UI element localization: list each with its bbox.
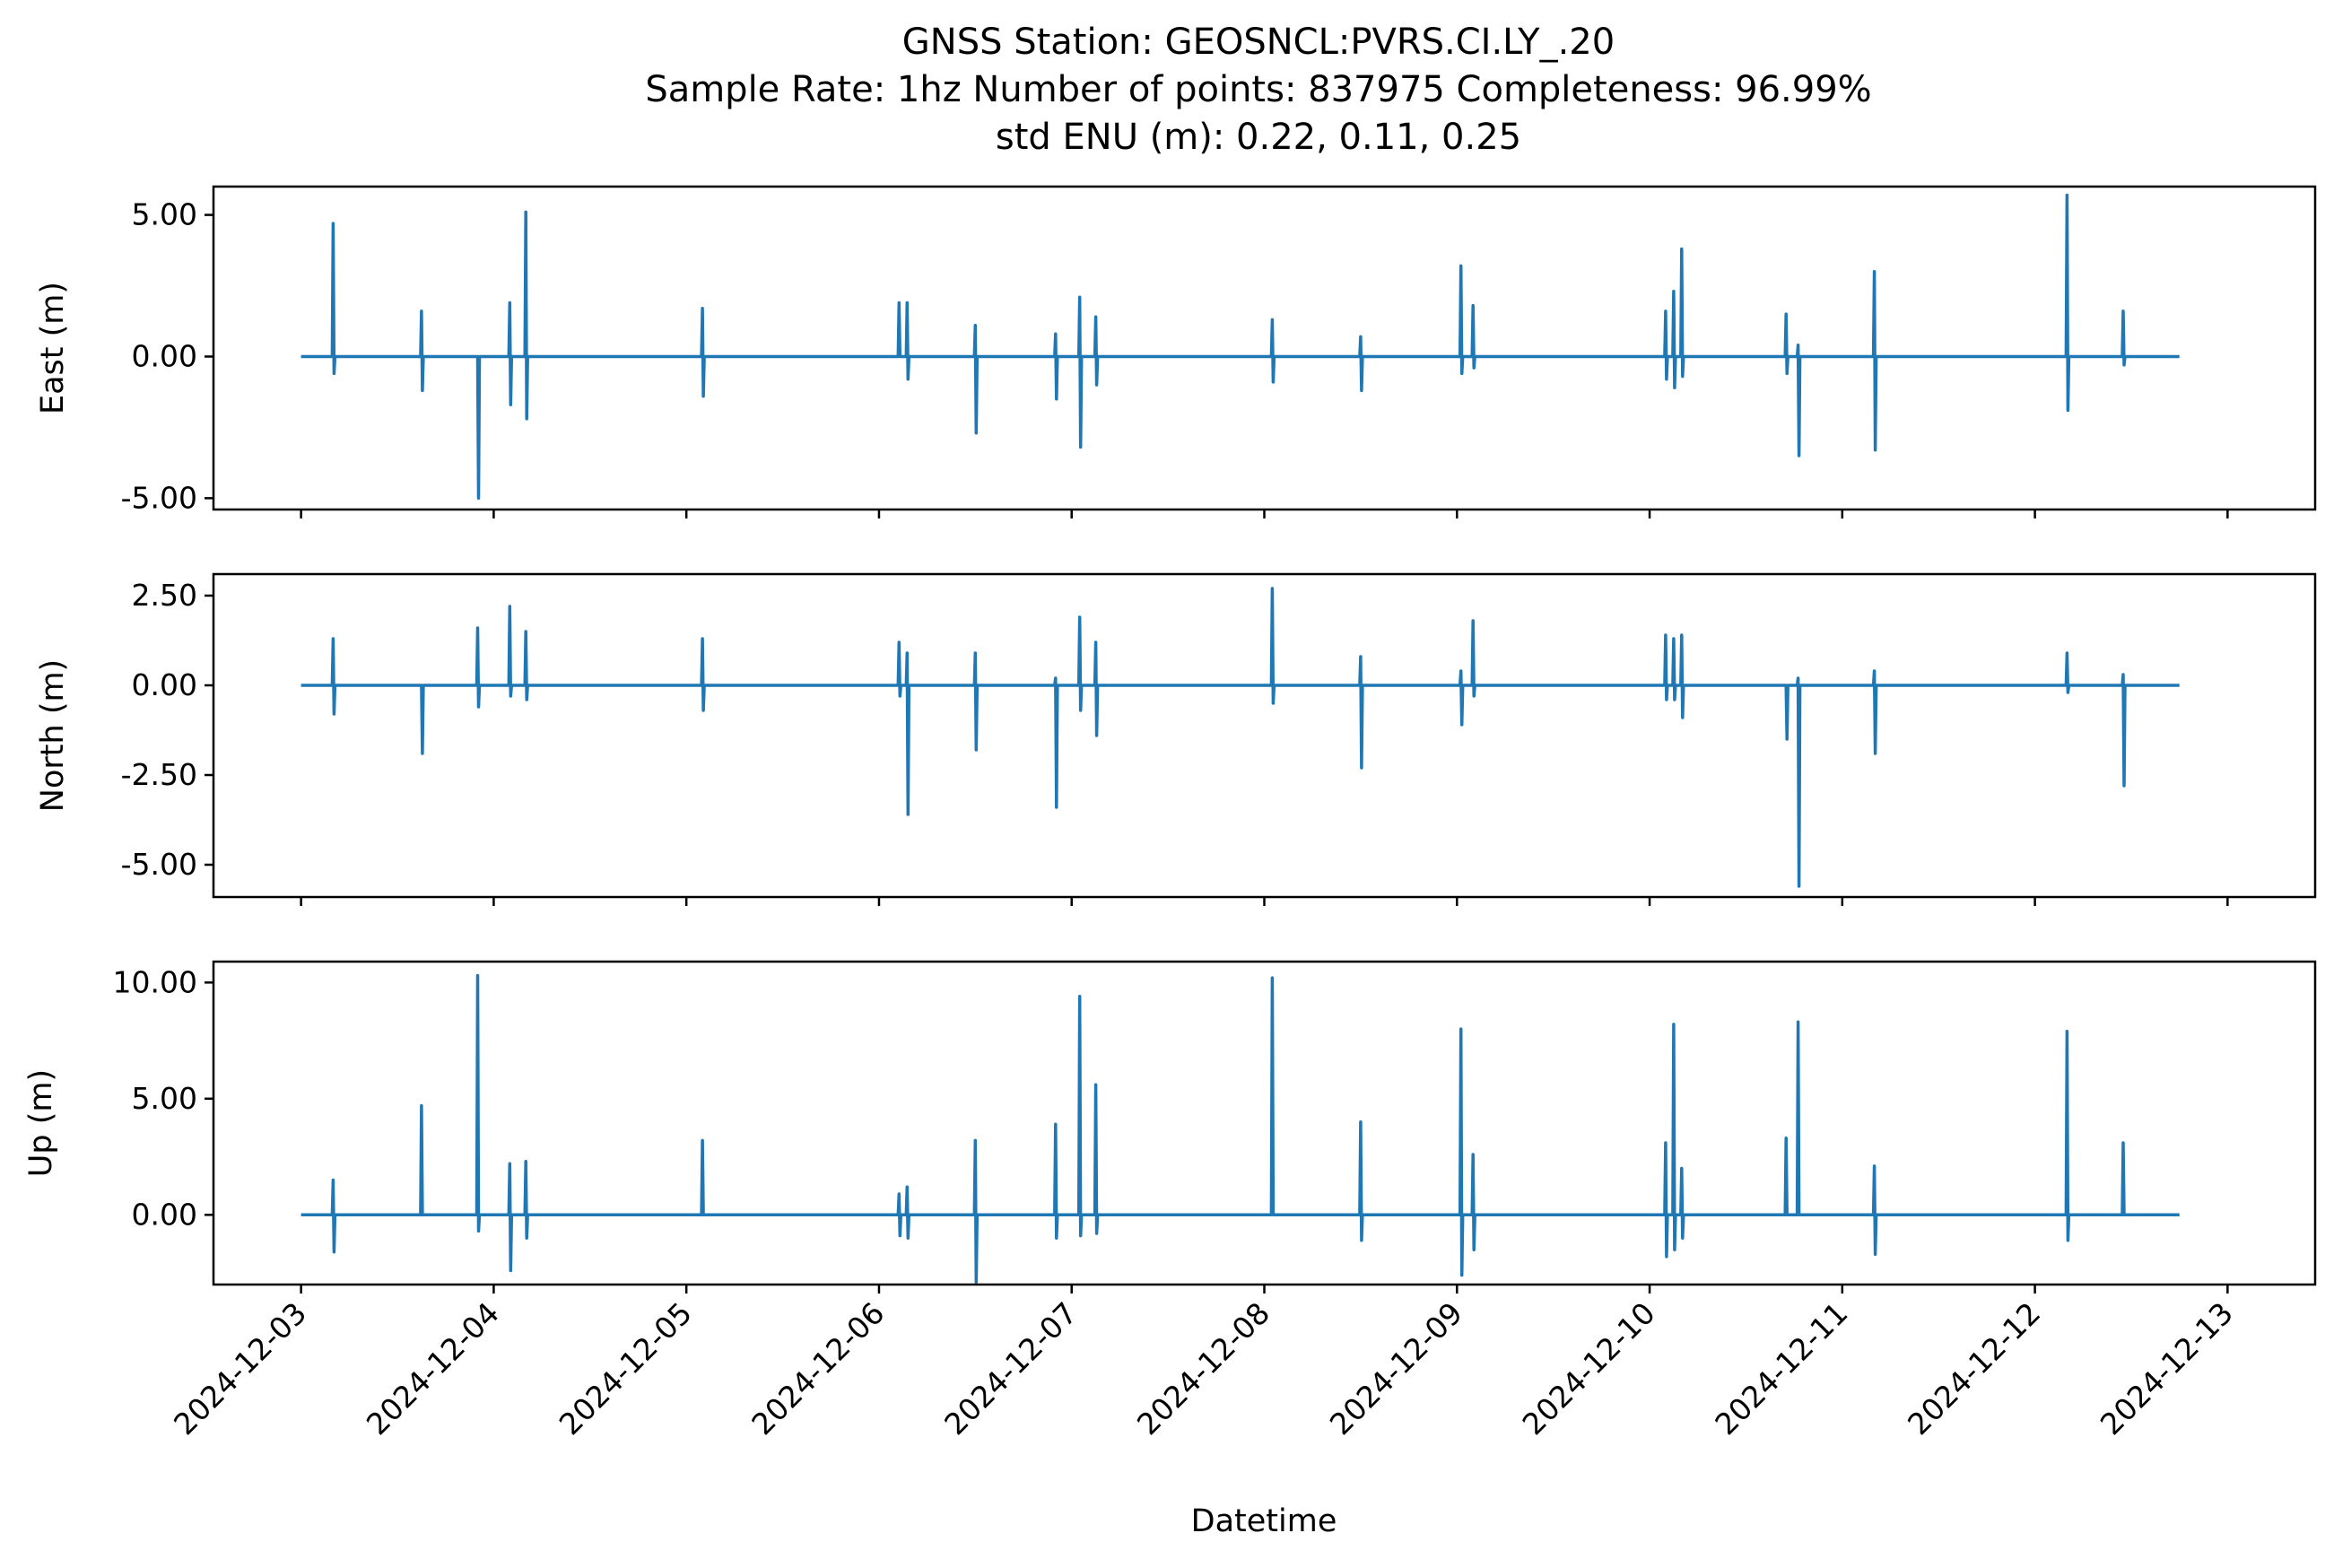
north-y-tick-label: -5.00 [121,847,197,882]
up-x-axis [300,1285,2229,1294]
title-line-1: GNSS Station: GEOSNCL:PVRS.CI.LY_.20 [902,22,1615,63]
up-plot-area [300,973,2180,1285]
east-y-axis: 5.00 0.00 -5.00 [121,197,213,515]
east-x-axis [300,510,2229,518]
up-series-line [300,973,2180,1285]
north-y-tick-label: -2.50 [121,757,197,792]
up-y-tick-label: 0.00 [132,1197,197,1232]
north-y-axis-label: North (m) [35,659,71,812]
north-y-tick-label: 2.50 [132,578,197,613]
title-line-3: std ENU (m): 0.22, 0.11, 0.25 [996,117,1521,158]
east-plot-area [300,193,2180,501]
north-series-line [300,587,2180,888]
north-x-axis [300,897,2229,906]
east-y-axis-label: East (m) [35,282,71,414]
north-y-axis: 2.50 0.00 -2.50 -5.00 [121,578,213,882]
north-panel: 2.50 0.00 -2.50 -5.00 North (m) [35,572,2317,906]
east-y-tick-label: 5.00 [132,197,197,232]
title-line-2: Sample Rate: 1hz Number of points: 83797… [645,69,1871,110]
east-panel: 5.00 0.00 -5.00 East (m) [35,185,2317,518]
up-panel: 10.00 5.00 0.00 Up (m) [23,960,2317,1294]
east-y-tick-label: -5.00 [121,480,197,515]
x-axis-label: Datetime [1191,1503,1337,1539]
up-y-axis-label: Up (m) [23,1069,59,1177]
figure-title: GNSS Station: GEOSNCL:PVRS.CI.LY_.20 Sam… [645,22,1871,158]
up-y-axis: 10.00 5.00 0.00 [113,964,213,1232]
up-y-tick-label: 10.00 [113,964,197,999]
east-y-tick-label: 0.00 [132,338,197,373]
north-y-tick-label: 0.00 [132,667,197,702]
up-y-tick-label: 5.00 [132,1081,197,1116]
east-series-line [300,193,2180,501]
north-plot-area [300,587,2180,888]
